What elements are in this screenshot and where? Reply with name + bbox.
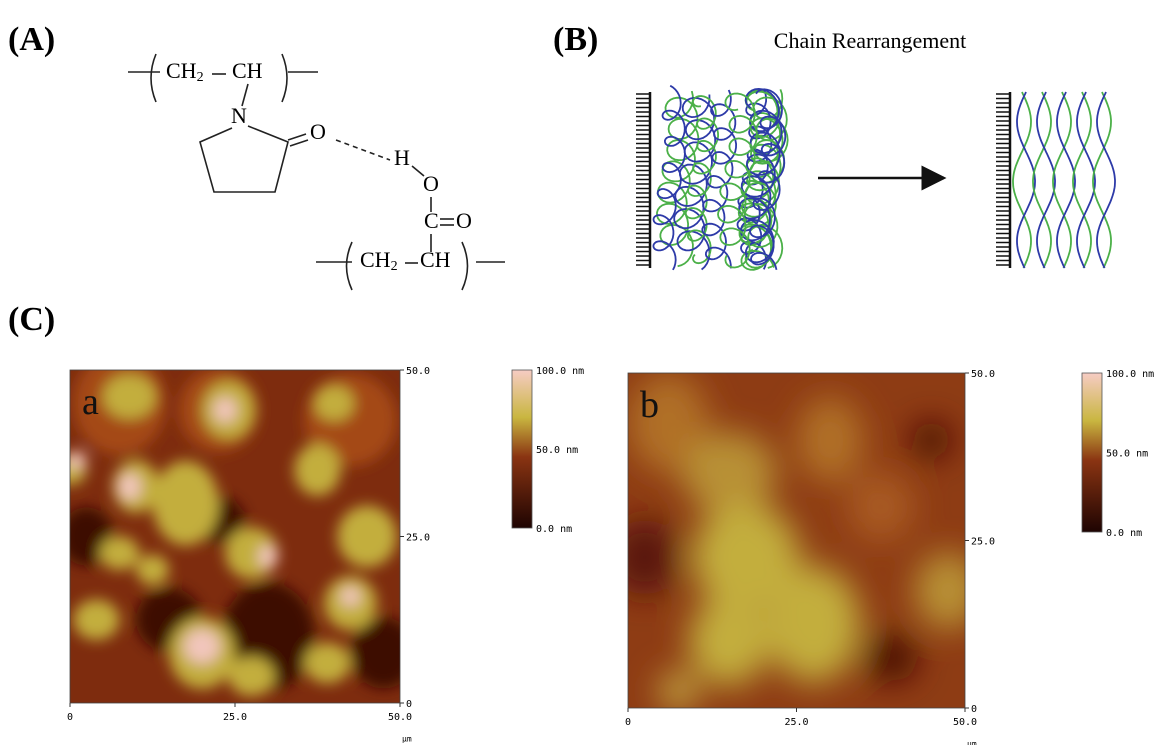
afm-feature — [351, 618, 417, 689]
atom-label-part: CH — [166, 58, 197, 83]
atom-label: N — [231, 103, 247, 128]
image-label: b — [640, 384, 659, 426]
x-tick-label: 0 — [625, 717, 631, 728]
afm-feature — [153, 461, 219, 546]
figure: (A) CH2 CH N O H O C O CH2 CH (B) Chain … — [0, 0, 1161, 745]
afm-image — [611, 373, 982, 712]
afm-feature — [847, 472, 914, 543]
colorbar-label: 50.0 nm — [1106, 449, 1148, 460]
y-tick-label: 0 — [406, 699, 412, 710]
afm-feature — [797, 397, 864, 483]
afm-feature — [100, 536, 140, 570]
colorbar-label: 100.0 nm — [1106, 369, 1154, 380]
atom-label-part: CH — [360, 247, 391, 272]
afm-feature — [214, 397, 237, 422]
afm-feature — [682, 432, 776, 515]
y-tick-label: 50.0 — [971, 369, 995, 380]
atom-label-part: 2 — [391, 259, 398, 274]
x-unit: µm — [967, 740, 977, 745]
paa-structure: H O C O CH2 CH — [316, 145, 505, 290]
x-tick-label: 25.0 — [223, 712, 247, 723]
colorbar-label: 100.0 nm — [536, 366, 584, 377]
x-tick-label: 50.0 — [388, 712, 412, 723]
afm-feature — [341, 586, 361, 606]
paa-structure-part — [462, 242, 468, 290]
x-tick-label: 50.0 — [953, 717, 977, 728]
atom-label: CH — [420, 247, 451, 272]
hydrogen-bond — [336, 140, 390, 160]
afm-feature — [658, 671, 698, 712]
afm-feature — [228, 657, 274, 697]
afm-feature — [611, 519, 678, 596]
afm-feature — [337, 506, 396, 568]
x-tick-label: 25.0 — [784, 717, 808, 728]
atom-label: CH — [232, 58, 263, 83]
atom-label: H — [394, 145, 410, 170]
image-label: a — [82, 381, 99, 423]
afm-feature — [103, 375, 156, 419]
colorbar — [512, 370, 532, 528]
colorbar — [1082, 373, 1102, 532]
pvp-structure-part — [282, 54, 287, 102]
afm-feature — [136, 555, 169, 585]
afm-image — [54, 352, 417, 703]
afm-feature — [73, 599, 119, 640]
afm-feature — [864, 633, 918, 682]
atom-label-part: 2 — [197, 70, 204, 85]
y-tick-label: 25.0 — [971, 537, 995, 548]
y-tick-label: 25.0 — [406, 533, 430, 544]
afm-feature — [184, 629, 220, 664]
afm-feature — [314, 386, 354, 421]
pvp-structure-part — [288, 134, 306, 140]
afm-feature — [294, 444, 340, 496]
panel-label: (B) — [553, 21, 598, 58]
afm-feature — [914, 552, 981, 630]
panel-label: (A) — [8, 21, 55, 58]
chain — [1097, 92, 1115, 268]
atom-label: O — [423, 171, 439, 196]
colorbar-label: 0.0 nm — [1106, 528, 1142, 539]
atom-label: CH2 — [360, 247, 398, 274]
afm-feature — [689, 596, 770, 686]
afm-feature — [258, 546, 278, 568]
x-unit: µm — [402, 735, 412, 744]
afm-feature — [766, 566, 860, 683]
paa-structure-part — [347, 242, 353, 290]
colorbar-label: 0.0 nm — [536, 524, 572, 535]
panel-label: (C) — [8, 301, 55, 338]
pvp-structure-part — [200, 126, 288, 192]
y-tick-label: 50.0 — [406, 366, 430, 377]
x-tick-label: 0 — [67, 712, 73, 723]
atom-label: O — [456, 208, 472, 233]
chain — [1013, 92, 1031, 268]
atom-label: CH2 — [166, 58, 204, 85]
atom-label: O — [310, 119, 326, 144]
afm-feature — [304, 643, 350, 684]
y-tick-label: 0 — [971, 704, 977, 715]
coiled-chains — [653, 86, 787, 270]
atom-label: C — [424, 208, 439, 233]
panel-title: Chain Rearrangement — [774, 28, 966, 53]
colorbar-label: 50.0 nm — [536, 445, 578, 456]
pvp-structure: CH2 CH N O — [128, 54, 326, 192]
stretched-chains — [1013, 92, 1115, 268]
pvp-structure-part — [290, 140, 308, 146]
pvp-structure-part — [151, 54, 156, 102]
afm-feature — [911, 421, 951, 459]
afm-feature — [118, 473, 141, 500]
